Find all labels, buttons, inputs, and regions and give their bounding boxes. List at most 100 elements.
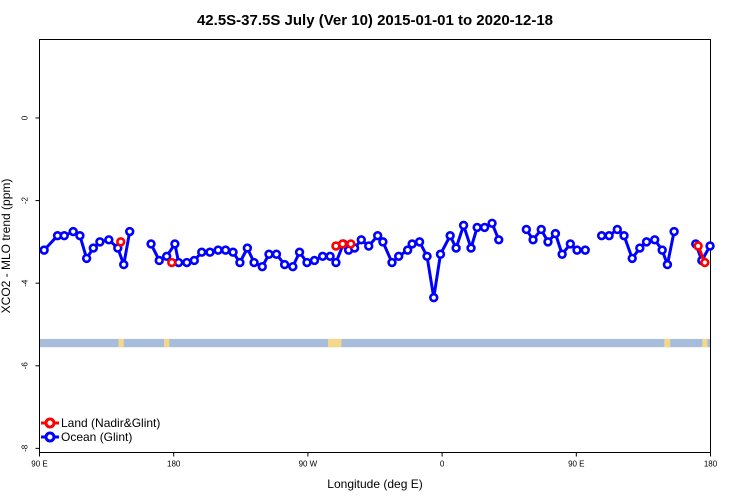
data-point-ocean [635, 243, 645, 253]
data-point-ocean [550, 228, 561, 239]
data-point-ocean [387, 257, 397, 268]
x-tick-label: 90 W [299, 460, 318, 469]
legend-label-ocean: Ocean (Glint) [61, 430, 132, 444]
data-point-ocean [317, 251, 328, 262]
data-point-ocean [650, 235, 660, 245]
data-point-ocean [154, 255, 164, 266]
land-band-segment [328, 338, 342, 348]
data-point-ocean [309, 255, 320, 266]
data-point-ocean [521, 224, 532, 235]
data-point-ocean [95, 237, 105, 247]
data-point-ocean [479, 222, 490, 233]
data-point-ocean [294, 247, 305, 257]
data-point-ocean [39, 245, 49, 255]
land-band-segment [118, 338, 124, 348]
legend: Land (Nadir&Glint) Ocean (Glint) [41, 416, 160, 444]
data-point-ocean [580, 245, 590, 255]
data-point-ocean [68, 226, 78, 237]
data-point-ocean [557, 249, 567, 259]
data-point-ocean [75, 230, 85, 241]
data-point-ocean [271, 249, 282, 259]
land-band-segment [702, 338, 708, 348]
data-point-ocean [543, 237, 553, 247]
x-axis-ticks: 90 E 180 90 W 0 90 E 180 [31, 452, 718, 469]
legend-marker-land [44, 417, 56, 429]
series-layer [39, 218, 715, 303]
y-tick-label: -6 [21, 362, 30, 370]
data-point-land [167, 257, 177, 268]
data-point-ocean [604, 230, 614, 241]
chart-title: 42.5S-37.5S July (Ver 10) 2015-01-01 to … [197, 12, 553, 29]
ocean-band [40, 338, 710, 348]
data-point-land [693, 241, 703, 251]
data-point-ocean [394, 251, 404, 262]
data-point-ocean [264, 249, 274, 259]
data-point-ocean [435, 249, 446, 259]
data-point-ocean [451, 243, 461, 253]
data-point-ocean [125, 226, 135, 237]
data-point-ocean [641, 237, 652, 247]
data-point-ocean [59, 230, 69, 241]
data-point-ocean [288, 261, 298, 272]
data-point-ocean [182, 257, 192, 268]
data-point-ocean [669, 226, 679, 237]
data-point-ocean [487, 218, 497, 228]
data-point-land [337, 239, 348, 249]
data-point-ocean [220, 245, 231, 255]
data-point-ocean [81, 253, 92, 264]
data-point-ocean [279, 259, 290, 270]
data-point-ocean [189, 255, 199, 266]
data-point-land [700, 257, 710, 268]
data-point-ocean [104, 235, 114, 245]
data-point-ocean [242, 243, 253, 253]
y-axis-label: XCO2 - MLO trend (ppm) [0, 179, 13, 314]
surface-band [40, 338, 710, 348]
data-point-ocean [213, 245, 223, 255]
data-point-ocean [407, 239, 417, 249]
x-axis-label: Longitude (deg E) [327, 477, 422, 491]
data-point-ocean [146, 239, 156, 249]
data-point-ocean [364, 241, 374, 251]
data-point-ocean [170, 239, 180, 249]
data-point-ocean [596, 230, 607, 241]
data-point-ocean [197, 247, 207, 257]
data-point-ocean [378, 237, 388, 247]
y-axis-ticks: 0 -2 -4 -6 -8 [21, 115, 40, 452]
data-point-ocean [472, 222, 482, 233]
x-tick-label: 90 E [31, 460, 47, 469]
land-band-segment [664, 338, 671, 348]
data-point-ocean [88, 243, 99, 253]
data-point-ocean [372, 230, 383, 241]
y-tick-label: -4 [21, 279, 30, 287]
data-point-ocean [302, 257, 312, 268]
x-tick-label: 0 [440, 460, 445, 469]
data-point-ocean [402, 245, 413, 255]
data-point-ocean [235, 257, 245, 268]
data-point-ocean [119, 259, 129, 270]
x-tick-label: 90 E [568, 460, 584, 469]
data-point-ocean [161, 251, 172, 262]
x-tick-label: 180 [167, 460, 181, 469]
data-point-ocean [612, 224, 623, 235]
data-point-land [116, 237, 126, 247]
data-point-ocean [705, 241, 715, 251]
data-point-ocean [657, 245, 667, 255]
data-point-ocean [536, 224, 546, 235]
data-point-ocean [249, 257, 259, 268]
data-point-ocean [494, 235, 504, 245]
data-point-ocean [627, 253, 637, 264]
data-point-ocean [565, 239, 576, 249]
legend-marker-ocean [44, 431, 56, 443]
data-point-ocean [331, 257, 341, 268]
legend-label-land: Land (Nadir&Glint) [61, 416, 160, 430]
land-band-segment [164, 338, 170, 348]
data-point-ocean [528, 235, 538, 245]
data-point-ocean [429, 292, 439, 303]
x-tick-label: 180 [704, 460, 718, 469]
data-point-ocean [662, 259, 673, 270]
data-point-ocean [466, 243, 476, 253]
data-point-ocean [325, 251, 335, 262]
y-tick-label: -8 [21, 444, 30, 452]
data-point-ocean [257, 261, 267, 272]
